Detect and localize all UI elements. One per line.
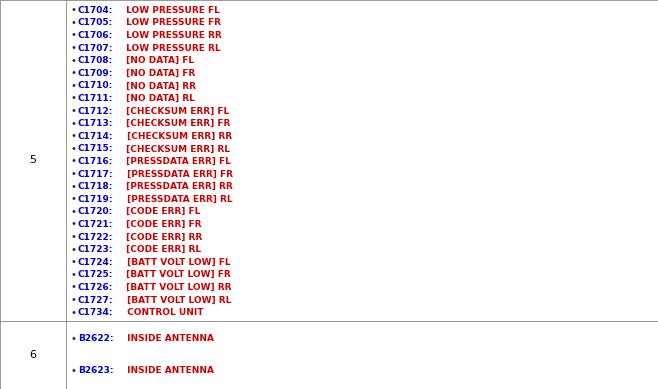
Text: •: •: [71, 144, 77, 154]
Text: •: •: [71, 207, 77, 217]
Text: C1722:: C1722:: [78, 233, 113, 242]
Text: [BATT VOLT LOW] RR: [BATT VOLT LOW] RR: [124, 283, 232, 292]
Text: •: •: [71, 270, 77, 280]
Text: C1719:: C1719:: [78, 195, 113, 204]
Text: C1725:: C1725:: [78, 270, 113, 279]
Text: [BATT VOLT LOW] FR: [BATT VOLT LOW] FR: [124, 270, 231, 279]
Text: •: •: [71, 295, 77, 305]
Text: C1714:: C1714:: [78, 132, 113, 141]
Text: •: •: [71, 169, 77, 179]
Text: •: •: [71, 366, 77, 376]
Text: [CODE ERR] RL: [CODE ERR] RL: [124, 245, 201, 254]
Text: C1723:: C1723:: [78, 245, 113, 254]
Text: 6: 6: [30, 350, 36, 360]
Text: C1710:: C1710:: [78, 81, 113, 90]
Text: •: •: [71, 81, 77, 91]
Text: C1716:: C1716:: [78, 157, 113, 166]
Text: C1734:: C1734:: [78, 308, 113, 317]
Text: [NO DATA] FL: [NO DATA] FL: [123, 56, 194, 65]
Text: [CODE ERR] RR: [CODE ERR] RR: [124, 233, 203, 242]
Text: C1708:: C1708:: [78, 56, 113, 65]
Text: LOW PRESSURE RR: LOW PRESSURE RR: [123, 31, 222, 40]
Text: •: •: [71, 68, 77, 78]
Text: INSIDE ANTENNA: INSIDE ANTENNA: [124, 335, 214, 343]
Text: •: •: [71, 308, 77, 318]
Text: •: •: [71, 282, 77, 293]
Text: [NO DATA] RR: [NO DATA] RR: [123, 81, 196, 90]
Text: LOW PRESSURE RL: LOW PRESSURE RL: [124, 44, 221, 53]
Text: •: •: [71, 131, 77, 141]
Text: [CODE ERR] FR: [CODE ERR] FR: [124, 220, 202, 229]
Text: C1707:: C1707:: [78, 44, 113, 53]
Text: [BATT VOLT LOW] RL: [BATT VOLT LOW] RL: [124, 296, 231, 305]
Text: •: •: [71, 56, 77, 66]
Text: •: •: [71, 156, 77, 166]
Text: C1711:: C1711:: [78, 94, 113, 103]
Text: C1712:: C1712:: [78, 107, 113, 116]
Text: [CHECKSUM ERR] RR: [CHECKSUM ERR] RR: [124, 132, 232, 141]
Text: •: •: [71, 194, 77, 204]
Text: •: •: [71, 93, 77, 103]
Text: C1713:: C1713:: [78, 119, 113, 128]
Text: C1720:: C1720:: [78, 207, 113, 216]
Text: C1705:: C1705:: [78, 18, 113, 27]
Text: [BATT VOLT LOW] FL: [BATT VOLT LOW] FL: [124, 258, 230, 267]
Text: [PRESSDATA ERR] FL: [PRESSDATA ERR] FL: [124, 157, 232, 166]
Text: •: •: [71, 18, 77, 28]
Text: CONTROL UNIT: CONTROL UNIT: [124, 308, 203, 317]
Text: LOW PRESSURE FL: LOW PRESSURE FL: [124, 6, 220, 15]
Text: •: •: [71, 5, 77, 15]
Text: C1706:: C1706:: [78, 31, 113, 40]
Text: •: •: [71, 182, 77, 192]
Text: •: •: [71, 43, 77, 53]
Text: •: •: [71, 219, 77, 230]
Text: [NO DATA] RL: [NO DATA] RL: [124, 94, 195, 103]
Text: •: •: [71, 257, 77, 267]
Text: C1717:: C1717:: [78, 170, 113, 179]
Text: B2623:: B2623:: [78, 366, 113, 375]
Text: [CHECKSUM ERR] FR: [CHECKSUM ERR] FR: [124, 119, 231, 128]
Text: [CODE ERR] FL: [CODE ERR] FL: [123, 207, 201, 216]
Text: C1726:: C1726:: [78, 283, 113, 292]
Text: •: •: [71, 245, 77, 255]
Text: B2622:: B2622:: [78, 335, 113, 343]
Text: [CHECKSUM ERR] RL: [CHECKSUM ERR] RL: [124, 144, 230, 153]
Text: •: •: [71, 232, 77, 242]
Text: INSIDE ANTENNA: INSIDE ANTENNA: [124, 366, 214, 375]
Text: [NO DATA] FR: [NO DATA] FR: [124, 69, 195, 78]
Text: •: •: [71, 119, 77, 129]
Text: C1718:: C1718:: [78, 182, 113, 191]
Text: C1709:: C1709:: [78, 69, 113, 78]
Text: LOW PRESSURE FR: LOW PRESSURE FR: [123, 18, 221, 27]
Text: •: •: [71, 30, 77, 40]
Text: C1724:: C1724:: [78, 258, 113, 267]
Text: [PRESSDATA ERR] RL: [PRESSDATA ERR] RL: [124, 195, 232, 204]
Text: [PRESSDATA ERR] RR: [PRESSDATA ERR] RR: [124, 182, 233, 191]
Text: C1721:: C1721:: [78, 220, 113, 229]
Text: [CHECKSUM ERR] FL: [CHECKSUM ERR] FL: [124, 107, 230, 116]
Text: 5: 5: [30, 156, 36, 165]
Text: •: •: [71, 106, 77, 116]
Text: C1704:: C1704:: [78, 6, 113, 15]
Text: C1727:: C1727:: [78, 296, 113, 305]
Text: •: •: [71, 334, 77, 344]
Text: C1715:: C1715:: [78, 144, 113, 153]
Text: [PRESSDATA ERR] FR: [PRESSDATA ERR] FR: [124, 170, 233, 179]
